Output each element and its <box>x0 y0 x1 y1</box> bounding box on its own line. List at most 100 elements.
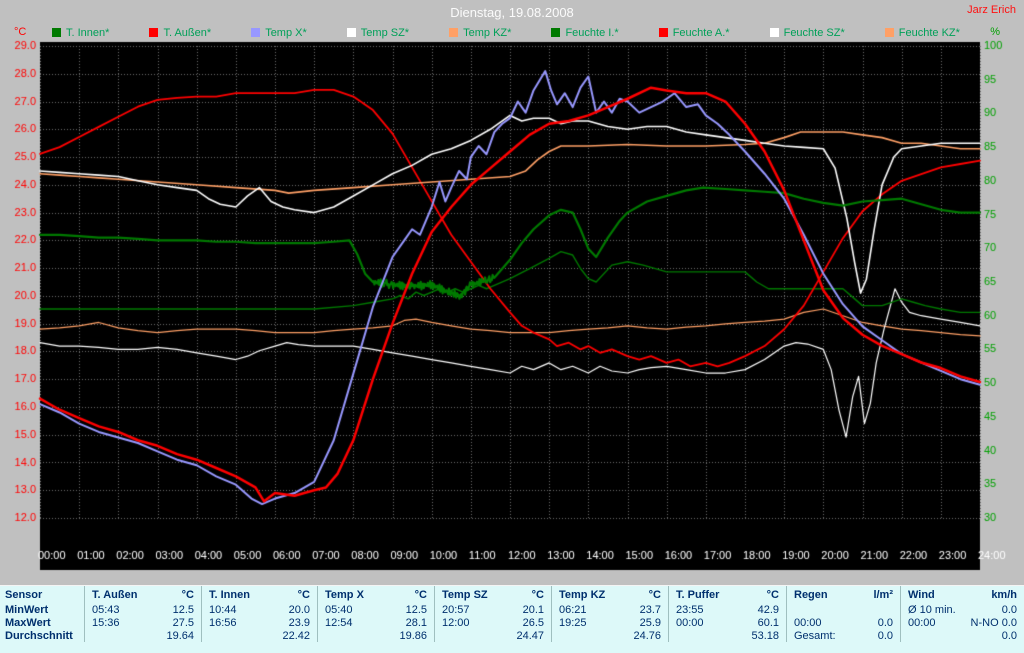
legend-item: T. Innen* <box>52 27 109 39</box>
stat-value: 22.42 <box>282 629 310 642</box>
series-color-swatch <box>346 28 356 37</box>
stat-value: 0.0 <box>877 616 893 629</box>
chart-canvas <box>0 40 1024 575</box>
legend: T. Innen* T. Außen* Temp X* Temp SZ* Temp KZ… <box>52 25 960 40</box>
stat-cell: Ø 10 min. 0.0 <box>900 603 1024 616</box>
stat-cell: 23:55 42.9 <box>668 603 786 616</box>
legend-item: Temp X* <box>251 27 307 39</box>
col-header: Temp KZ °C <box>551 586 668 603</box>
legend-item: Temp SZ* <box>346 26 410 39</box>
stat-cell: 20:57 20.1 <box>434 603 551 616</box>
stat-cell: Gesamt: 0.0 <box>786 629 900 642</box>
stat-cell: 24.47 <box>434 629 551 642</box>
stat-value: 60.1 <box>757 616 779 629</box>
legend-item-label: Feuchte A.* <box>672 26 730 39</box>
stat-value: 23.9 <box>288 616 310 629</box>
table-row: Durchschnitt 19.64 22.42 19.86 24.47 24.76 53.… <box>0 629 1024 642</box>
stat-cell: 0.0 <box>900 629 1024 642</box>
col-name: T. Außen <box>92 588 138 601</box>
stat-value: 0.0 <box>1001 629 1017 642</box>
stat-cell: 06:21 23.7 <box>551 603 668 616</box>
stat-value: 12.5 <box>405 603 427 616</box>
stat-time: 10:44 <box>209 603 237 616</box>
legend-item: Feuchte I.* <box>551 27 619 39</box>
stat-cell: 05:40 12.5 <box>317 603 434 616</box>
stat-time: 00:00 <box>908 616 936 629</box>
stat-value: 20.1 <box>522 603 544 616</box>
stat-time: 00:00 <box>676 616 704 629</box>
legend-item-label: T. Innen* <box>66 26 110 39</box>
col-unit: °C <box>531 588 544 601</box>
legend-item-label: Temp SZ* <box>360 26 410 39</box>
col-header: T. Innen °C <box>201 586 317 603</box>
col-unit: °C <box>414 588 427 601</box>
stat-cell: 05:43 12.5 <box>84 603 201 616</box>
user-label: Jarz Erich <box>967 4 1016 16</box>
stat-cell: 22.42 <box>201 629 317 642</box>
stat-value: 0.0 <box>877 629 893 642</box>
series-color-swatch <box>449 28 459 37</box>
stat-time: 12:00 <box>442 616 470 629</box>
stat-value: 42.9 <box>757 603 779 616</box>
stat-cell: 00:00 0.0 <box>786 616 900 629</box>
stats-table: Sensor T. Außen °C T. Innen °C Temp X °C Temp S… <box>0 585 1024 653</box>
stat-time: 19:25 <box>559 616 587 629</box>
col-unit: °C <box>181 588 194 601</box>
col-name: Temp KZ <box>559 588 606 601</box>
legend-item-label: Temp X* <box>265 26 307 39</box>
stat-time: 12:54 <box>325 616 353 629</box>
stat-time: 16:56 <box>209 616 237 629</box>
col-header: Regen l/m² <box>786 586 900 603</box>
stat-time: Gesamt: <box>794 629 836 642</box>
stat-cell: 10:44 20.0 <box>201 603 317 616</box>
page-title: Dienstag, 19.08.2008 <box>450 5 574 20</box>
stat-value: 19.86 <box>399 629 427 642</box>
col-name: Temp X <box>325 588 364 601</box>
stat-cell: 12:00 26.5 <box>434 616 551 629</box>
stat-value: 19.64 <box>166 629 194 642</box>
stat-cell: 53.18 <box>668 629 786 642</box>
col-unit: km/h <box>991 588 1017 601</box>
series-color-swatch <box>551 28 561 37</box>
series-color-swatch <box>769 28 779 37</box>
row-label: MaxWert <box>5 616 51 629</box>
series-color-swatch <box>149 28 159 37</box>
col-header-sensor: Sensor <box>5 588 43 601</box>
col-name: Wind <box>908 588 935 601</box>
legend-item: Temp KZ* <box>449 27 511 39</box>
stat-time: 05:40 <box>325 603 353 616</box>
stat-cell: 00:00 60.1 <box>668 616 786 629</box>
stat-value: 25.9 <box>639 616 661 629</box>
stat-value: 24.76 <box>633 629 661 642</box>
legend-item: Feuchte KZ* <box>884 26 960 39</box>
right-axis-unit-label: % <box>990 26 1000 38</box>
stat-time: 06:21 <box>559 603 587 616</box>
legend-item: Feuchte SZ* <box>769 27 845 39</box>
stat-cell: 19:25 25.9 <box>551 616 668 629</box>
table-row: Sensor T. Außen °C T. Innen °C Temp X °C Temp S… <box>0 586 1024 603</box>
left-axis-unit-label: °C <box>14 26 27 38</box>
legend-item-label: Temp KZ* <box>463 26 512 39</box>
col-unit: °C <box>648 588 661 601</box>
col-name: T. Puffer <box>676 588 720 601</box>
stat-cell: 15:36 27.5 <box>84 616 201 629</box>
stat-cell: 00:00 N-NO 0.0 <box>900 616 1024 629</box>
series-color-swatch <box>52 28 61 37</box>
col-unit: °C <box>297 588 310 601</box>
stat-value: 28.1 <box>405 616 427 629</box>
stat-cell <box>786 603 900 616</box>
col-unit: l/m² <box>873 588 893 601</box>
col-header: T. Außen °C <box>84 586 201 603</box>
stat-value: 53.18 <box>751 629 779 642</box>
legend-item-label: Feuchte KZ* <box>898 26 960 39</box>
stat-value: 12.5 <box>172 603 194 616</box>
col-header: T. Puffer °C <box>668 586 786 603</box>
table-row: MaxWert 15:36 27.5 16:56 23.9 12:54 28.1 12:00 2… <box>0 616 1024 629</box>
col-name: T. Innen <box>209 588 250 601</box>
stat-time: 00:00 <box>794 616 822 629</box>
col-name: Temp SZ <box>442 588 488 601</box>
series-color-swatch <box>658 28 668 37</box>
stat-cell: 19.86 <box>317 629 434 642</box>
stat-time: 15:36 <box>92 616 120 629</box>
